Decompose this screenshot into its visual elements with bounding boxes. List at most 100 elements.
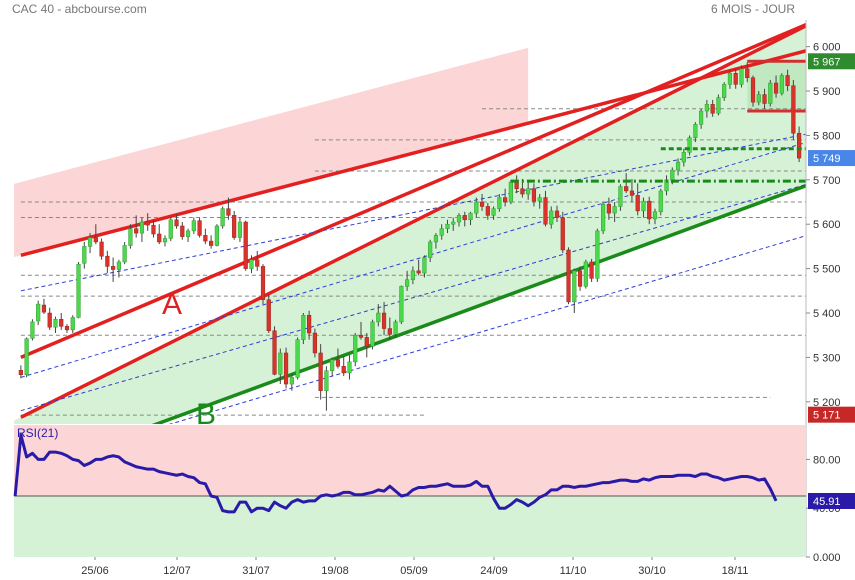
candle-body: [255, 259, 260, 267]
candle-body: [762, 94, 767, 104]
candle: [405, 270, 410, 291]
candle: [168, 217, 173, 242]
candle: [733, 68, 738, 89]
rsi-overbought-band: [14, 425, 806, 496]
candle-body: [583, 261, 588, 287]
candle-body: [266, 299, 271, 332]
candle: [543, 190, 548, 227]
candle: [232, 210, 237, 240]
candle: [468, 211, 473, 226]
candle: [779, 73, 784, 96]
candle-body: [618, 186, 623, 207]
candle: [393, 319, 398, 338]
candle: [687, 135, 692, 156]
candle: [399, 285, 404, 325]
candle-body: [635, 195, 640, 212]
candle-body: [347, 361, 352, 374]
candle-body: [768, 82, 773, 104]
candle: [134, 215, 139, 238]
candle: [422, 255, 427, 278]
candle-body: [647, 200, 652, 220]
candle-body: [727, 73, 733, 85]
candle-body: [358, 334, 364, 338]
candle: [658, 188, 663, 216]
candle-body: [226, 208, 231, 216]
candle-body: [185, 230, 191, 237]
candle-body: [537, 197, 542, 202]
candle-body: [191, 220, 196, 232]
candle-body: [485, 206, 490, 216]
candle-body: [699, 110, 704, 125]
candle-body: [641, 200, 646, 212]
candle: [272, 326, 277, 376]
candle-body: [24, 338, 29, 375]
price-plot: AB: [14, 22, 806, 424]
candle: [220, 206, 225, 229]
candle-body: [520, 188, 525, 195]
rsi-tick-label: 0.000: [813, 552, 841, 564]
candle: [255, 250, 260, 271]
candle-body: [456, 215, 462, 223]
price-tag-label: 5 967: [813, 56, 841, 68]
candle: [566, 247, 571, 305]
candle: [197, 217, 202, 238]
candle-body: [393, 321, 398, 335]
candle-body: [422, 257, 427, 274]
candle-body: [704, 104, 709, 112]
candle-body: [324, 370, 329, 391]
candle: [699, 108, 704, 129]
candle-body: [428, 241, 433, 258]
candle-body: [197, 220, 202, 236]
candle: [704, 99, 709, 118]
annotation-a: A: [162, 288, 182, 321]
x-axis: 25/06 12/07 31/07 19/08 05/09 24/09 11/10 30/10…: [81, 557, 748, 577]
rsi-label: RSI(21): [17, 426, 58, 440]
candle: [560, 211, 565, 254]
candle: [503, 188, 508, 207]
candle-body: [232, 215, 237, 238]
trend-line-2: [20, 22, 806, 360]
candle: [243, 220, 248, 271]
candle-body: [710, 104, 715, 114]
candle-body: [341, 366, 346, 374]
candle-body: [410, 270, 415, 280]
candle: [497, 194, 502, 212]
candle: [727, 71, 733, 89]
candle: [750, 75, 756, 107]
candle: [410, 266, 415, 285]
candle: [99, 238, 104, 260]
price-tick-label: 5 400: [813, 308, 841, 320]
candle-body: [549, 210, 554, 225]
trend-line-1: [20, 23, 806, 419]
x-tick-label: 19/08: [321, 565, 349, 577]
x-tick-label: 30/10: [638, 565, 666, 577]
candle-body: [376, 312, 381, 323]
candle-body: [370, 321, 375, 347]
candle: [762, 88, 767, 109]
candle: [381, 301, 387, 336]
candle: [41, 298, 47, 314]
candle: [116, 259, 121, 278]
candle: [93, 224, 98, 245]
candle: [122, 241, 127, 265]
candle-body: [606, 203, 611, 214]
candle: [526, 179, 531, 200]
candle: [641, 197, 646, 218]
candle-body: [307, 314, 312, 334]
candle-body: [214, 225, 219, 246]
candle-body: [491, 208, 496, 216]
candle-body: [70, 317, 75, 331]
candle-body: [295, 339, 300, 378]
candle: [675, 158, 681, 176]
candle: [47, 307, 52, 330]
candle: [318, 344, 323, 400]
candle: [226, 197, 231, 220]
price-tick-label: 5 200: [813, 397, 841, 409]
price-tag-label: 5 749: [813, 153, 841, 165]
candle-body: [220, 208, 225, 227]
candle-body: [381, 312, 387, 329]
candle-body: [652, 211, 658, 220]
candle: [716, 94, 721, 116]
candle: [36, 300, 41, 325]
